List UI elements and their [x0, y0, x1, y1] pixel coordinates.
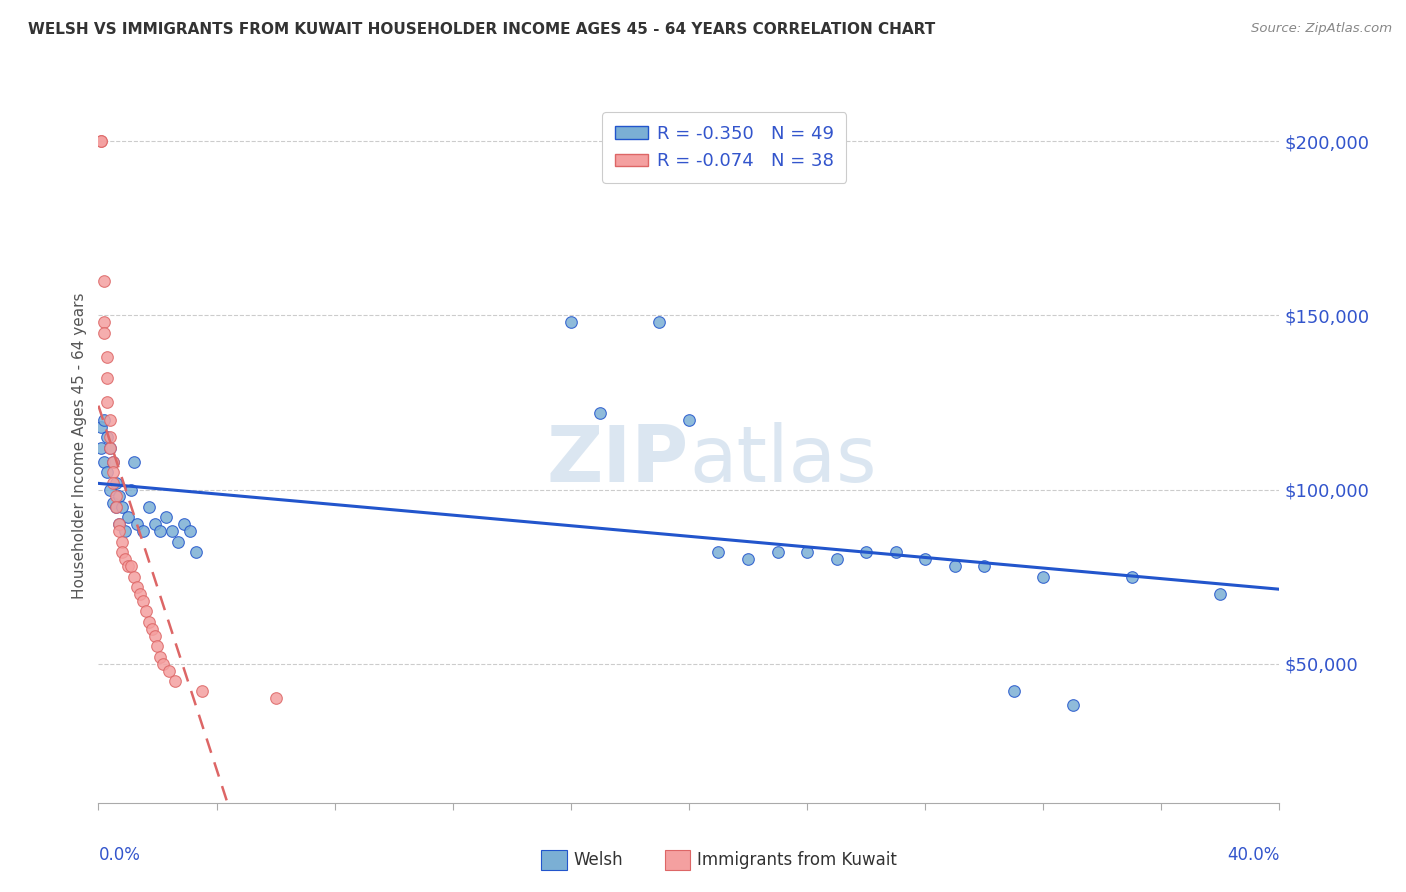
Point	[179, 524, 201, 539]
Point	[90, 441, 112, 455]
Point	[96, 465, 118, 479]
Point	[135, 604, 157, 618]
Point	[125, 517, 148, 532]
Point	[93, 315, 115, 329]
Point	[105, 475, 128, 490]
Point	[98, 413, 121, 427]
Point	[93, 413, 115, 427]
Text: atlas: atlas	[689, 422, 876, 499]
Point	[884, 545, 907, 559]
Point	[103, 475, 125, 490]
Point	[589, 406, 612, 420]
Point	[122, 569, 145, 583]
Point	[103, 455, 125, 469]
Point	[766, 545, 789, 559]
Point	[157, 664, 180, 678]
Point	[120, 483, 142, 497]
Point	[96, 395, 118, 409]
Point	[737, 552, 759, 566]
Point	[111, 500, 134, 514]
Point	[825, 552, 848, 566]
Point	[103, 496, 125, 510]
Point	[132, 524, 155, 539]
Point	[707, 545, 730, 559]
Point	[96, 371, 118, 385]
Point	[108, 517, 131, 532]
Point	[103, 455, 125, 469]
Point	[648, 315, 671, 329]
Point	[108, 524, 131, 539]
Point	[98, 483, 121, 497]
Point	[149, 649, 172, 664]
Point	[1209, 587, 1232, 601]
Point	[143, 629, 166, 643]
Point	[128, 587, 150, 601]
Point	[122, 455, 145, 469]
Point	[143, 517, 166, 532]
Point	[105, 500, 128, 514]
Point	[93, 326, 115, 340]
Text: 0.0%: 0.0%	[98, 846, 141, 863]
Point	[98, 441, 121, 455]
Point	[146, 639, 169, 653]
Point	[1062, 698, 1084, 713]
Point	[149, 524, 172, 539]
Text: ZIP: ZIP	[547, 422, 689, 499]
Point	[132, 594, 155, 608]
Text: Immigrants from Kuwait: Immigrants from Kuwait	[697, 851, 897, 869]
Point	[162, 524, 183, 539]
Point	[120, 559, 142, 574]
Point	[167, 534, 190, 549]
Point	[191, 684, 214, 698]
Text: WELSH VS IMMIGRANTS FROM KUWAIT HOUSEHOLDER INCOME AGES 45 - 64 YEARS CORRELATIO: WELSH VS IMMIGRANTS FROM KUWAIT HOUSEHOL…	[28, 22, 935, 37]
Point	[90, 135, 112, 149]
Point	[1002, 684, 1025, 698]
Text: Source: ZipAtlas.com: Source: ZipAtlas.com	[1251, 22, 1392, 36]
Point	[114, 552, 136, 566]
Point	[90, 135, 112, 149]
Point	[93, 274, 115, 288]
Point	[152, 657, 174, 671]
Point	[914, 552, 936, 566]
Point	[117, 510, 139, 524]
Point	[184, 545, 207, 559]
Point	[264, 691, 287, 706]
Text: 40.0%: 40.0%	[1227, 846, 1279, 863]
Point	[96, 430, 118, 444]
Point	[105, 490, 128, 504]
Point	[165, 673, 187, 688]
Point	[98, 430, 121, 444]
Point	[1032, 569, 1054, 583]
Point	[560, 315, 582, 329]
Point	[111, 534, 134, 549]
Point	[108, 517, 131, 532]
Point	[111, 545, 134, 559]
Point	[973, 559, 995, 574]
Point	[93, 455, 115, 469]
Y-axis label: Householder Income Ages 45 - 64 years: Householder Income Ages 45 - 64 years	[72, 293, 87, 599]
Legend: R = -0.350   N = 49, R = -0.074   N = 38: R = -0.350 N = 49, R = -0.074 N = 38	[602, 112, 846, 183]
Point	[117, 559, 139, 574]
Point	[155, 510, 177, 524]
Point	[855, 545, 877, 559]
Point	[943, 559, 966, 574]
Point	[678, 413, 700, 427]
Point	[90, 420, 112, 434]
Point	[1121, 569, 1143, 583]
Point	[141, 622, 163, 636]
Point	[125, 580, 148, 594]
Point	[138, 500, 160, 514]
Point	[173, 517, 195, 532]
Point	[98, 441, 121, 455]
Point	[138, 615, 160, 629]
Text: Welsh: Welsh	[574, 851, 623, 869]
Point	[796, 545, 818, 559]
Point	[114, 524, 136, 539]
Point	[108, 490, 131, 504]
Point	[105, 500, 128, 514]
Point	[96, 350, 118, 364]
Point	[103, 465, 125, 479]
